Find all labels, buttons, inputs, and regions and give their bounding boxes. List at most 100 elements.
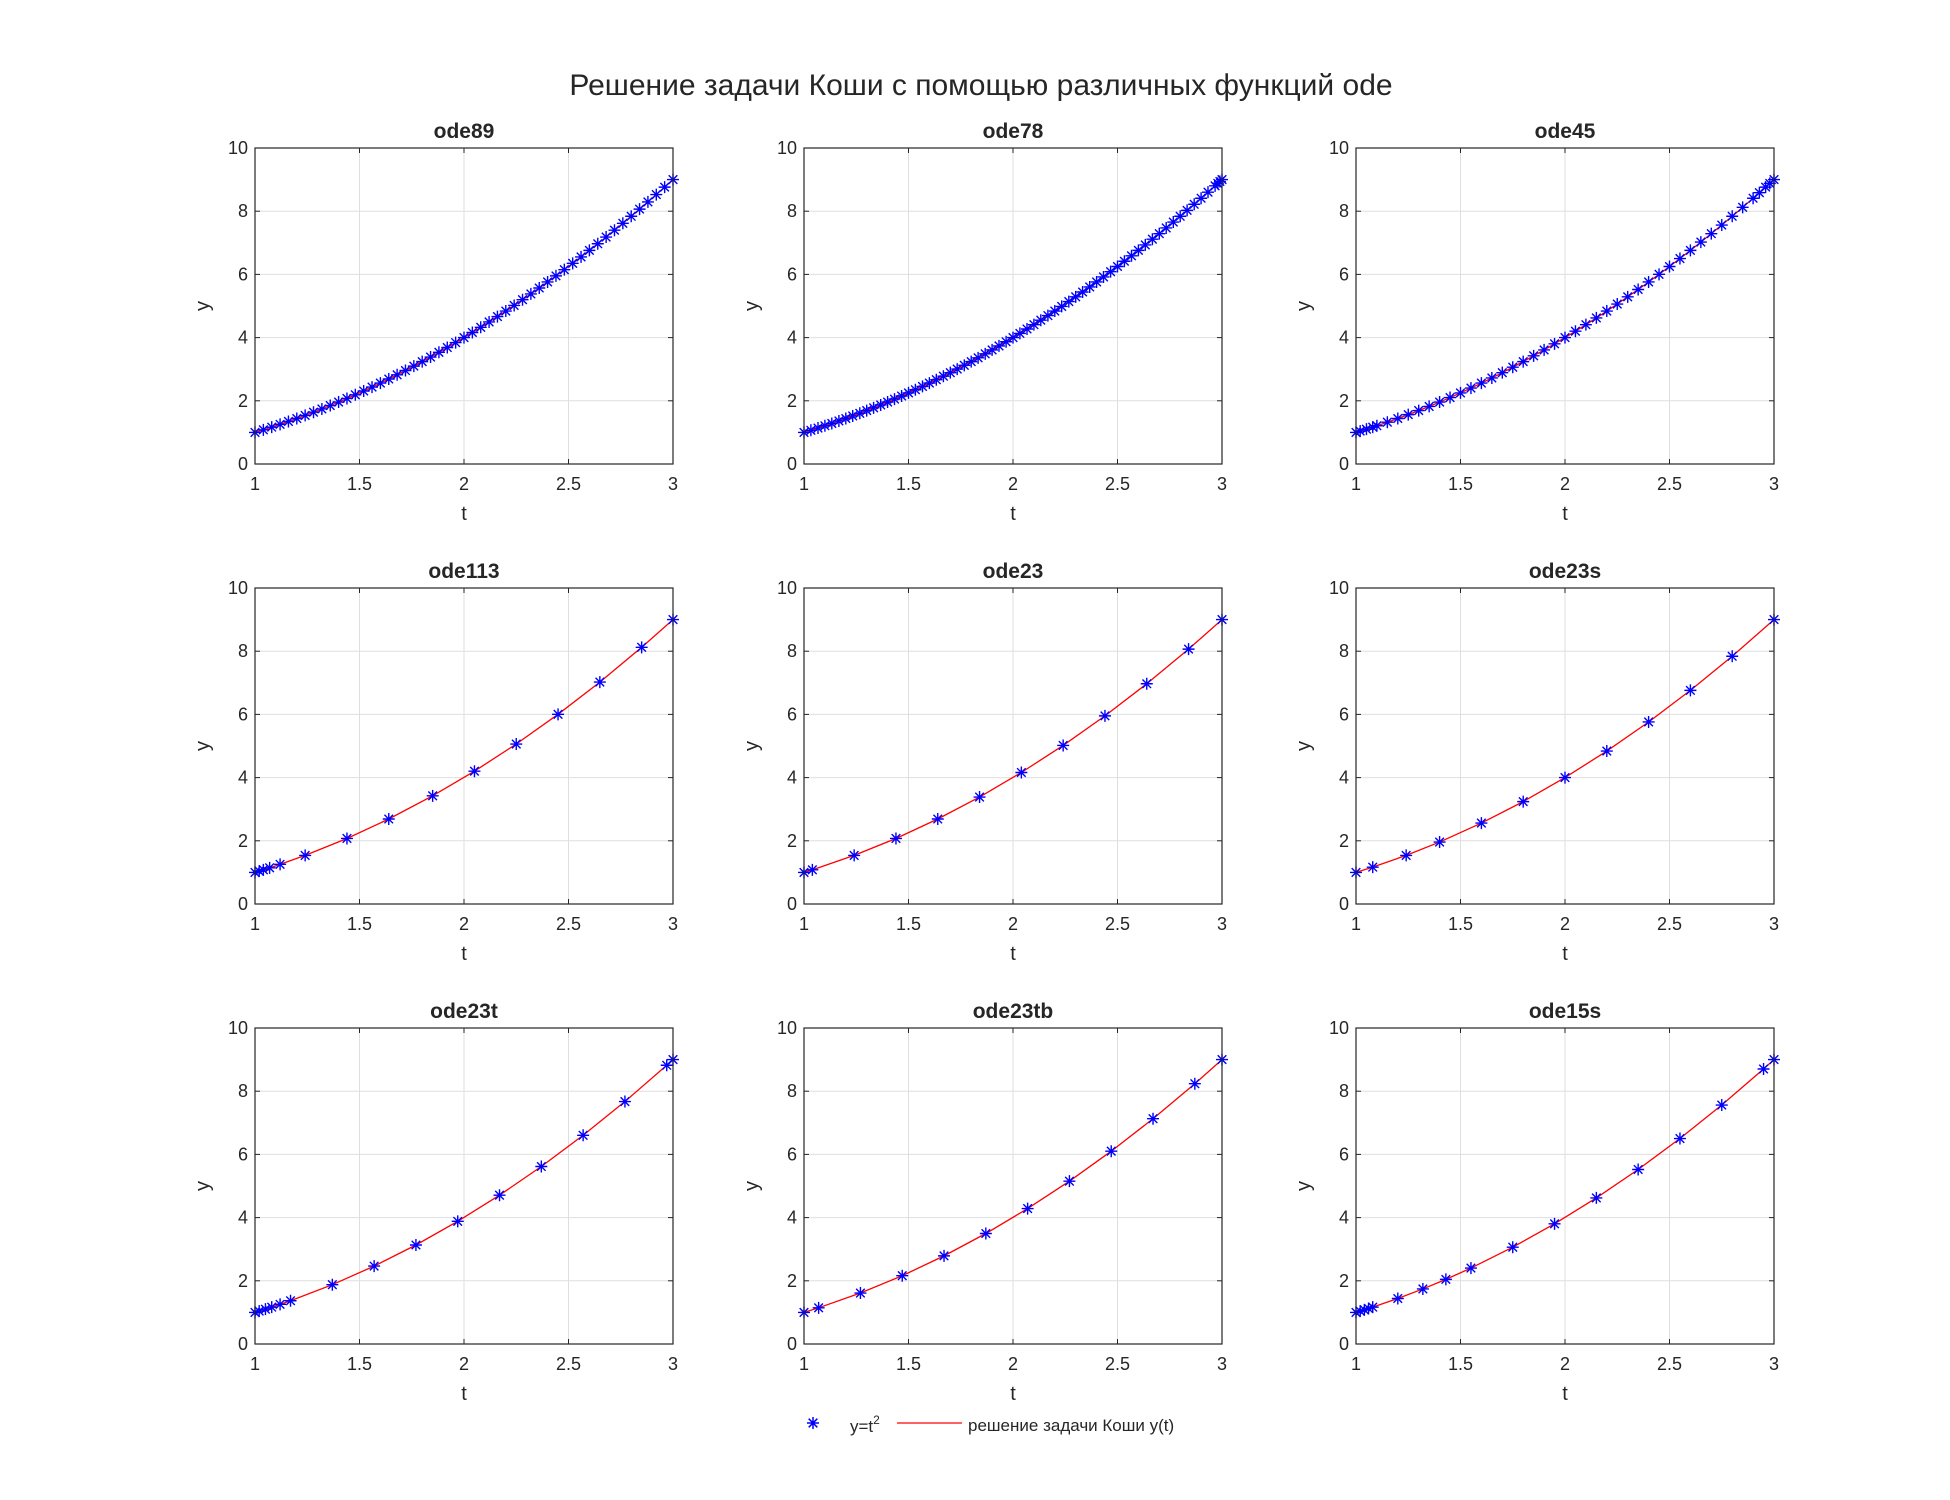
plot-ode23s-y-tick-label: 2 xyxy=(1339,831,1349,851)
plot-ode15s-data-point xyxy=(1391,1292,1404,1305)
plot-ode45-data-point xyxy=(1705,227,1718,240)
plot-ode78-data-point xyxy=(804,424,817,437)
plot-ode23-xlabel: t xyxy=(1010,943,1016,965)
plot-ode15s-xlabel: t xyxy=(1562,1383,1568,1405)
plot-ode78-title: ode78 xyxy=(983,120,1044,143)
plot-ode23t-data-point xyxy=(451,1215,464,1228)
plot-ode23t-data-point xyxy=(265,1301,278,1314)
figure-title: Решение задачи Коши с помощью различных … xyxy=(569,69,1392,102)
plot-ode78-data-point xyxy=(853,407,866,420)
plot-ode78-data-point xyxy=(1160,221,1173,234)
plot-ode45-data-point xyxy=(1433,396,1446,409)
plot-ode15s-data-point xyxy=(1757,1063,1770,1075)
plot-ode113-x-tick-label: 2.5 xyxy=(556,914,581,934)
plot-ode23-data-point xyxy=(1140,677,1153,690)
plot-ode23tb: 1 1.5 2 2.5 3 0 2 4 6 8 10 ode23tb t y xyxy=(741,1000,1228,1405)
legend-markers-label-sup: 2 xyxy=(873,1413,880,1427)
plot-ode113-y-tick-label: 6 xyxy=(238,704,248,724)
plot-ode23tb-title: ode23tb xyxy=(973,1000,1054,1023)
plot-ode23t-y-tick-label: 0 xyxy=(238,1334,248,1354)
plot-ode15s-ylabel: y xyxy=(1293,1181,1315,1191)
plot-ode23-data-point xyxy=(848,849,861,862)
plot-ode23-y-tick-label: 2 xyxy=(787,831,797,851)
plot-ode23tb-y-tick-label: 4 xyxy=(787,1208,797,1228)
plot-ode89-title: ode89 xyxy=(434,120,495,143)
plot-ode23s-title: ode23s xyxy=(1529,560,1601,583)
plot-ode45-data-point xyxy=(1663,260,1676,273)
plot-ode23tb-xlabel: t xyxy=(1010,1383,1016,1405)
plot-ode78-x-tick-label: 3 xyxy=(1217,474,1227,494)
plot-ode78-data-point xyxy=(972,351,985,364)
plot-ode78-data-point xyxy=(1181,204,1194,217)
plot-ode23tb-solution-line xyxy=(803,1059,1223,1314)
plot-ode78-data-point xyxy=(1118,255,1131,268)
plot-ode15s-data-point xyxy=(1416,1282,1429,1295)
plot-ode23t-y-tick-label: 6 xyxy=(238,1144,248,1164)
plot-ode89-data-point xyxy=(591,237,604,250)
plot-ode89-data-point xyxy=(474,321,487,334)
legend-marker-sample xyxy=(807,1417,819,1429)
plot-ode23tb-data-point xyxy=(854,1287,867,1300)
plot-ode15s-y-tick-label: 2 xyxy=(1339,1271,1349,1291)
plot-ode78-data-point xyxy=(951,363,964,376)
plot-ode23-y-tick-label: 4 xyxy=(787,768,797,788)
plot-ode45-data-point xyxy=(1632,283,1645,296)
plot-ode23s-x-tick-label: 1 xyxy=(1351,914,1361,934)
plot-ode78-data-point xyxy=(1153,227,1166,240)
plot-ode89-ylabel: y xyxy=(192,301,214,311)
plot-ode23-x-tick-label: 1 xyxy=(799,914,809,934)
plot-ode78-x-tick-label: 2.5 xyxy=(1105,474,1130,494)
plot-ode78-data-point xyxy=(986,343,999,356)
plot-ode23-x-tick-label: 1.5 xyxy=(896,914,921,934)
plot-ode78-data-point xyxy=(1007,331,1019,344)
plot-ode78-x-tick-label: 1 xyxy=(799,474,809,494)
plot-ode45-data-point xyxy=(1559,331,1571,344)
plot-ode113: 1 1.5 2 2.5 3 0 2 4 6 8 10 ode113 t y xyxy=(192,560,679,965)
plot-ode89-x-tick-label: 2 xyxy=(459,474,469,494)
plot-ode23t-xlabel: t xyxy=(461,1383,467,1405)
plot-ode45: 1 1.5 2 2.5 3 0 2 4 6 8 10 ode45 t y xyxy=(1293,120,1780,525)
plot-ode45-x-tick-label: 2 xyxy=(1560,474,1570,494)
plot-ode45-data-point xyxy=(1370,419,1383,432)
plot-ode23s-xlabel: t xyxy=(1562,943,1568,965)
plot-ode89-data-point xyxy=(357,384,370,397)
plot-ode23s-data-point xyxy=(1366,861,1379,874)
plot-ode23: 1 1.5 2 2.5 3 0 2 4 6 8 10 ode23 t y xyxy=(741,560,1228,965)
plot-ode89-data-point xyxy=(349,388,362,401)
plot-ode89-data-point xyxy=(424,351,437,364)
plot-ode89-data-point xyxy=(633,203,646,216)
plot-ode15s-x-tick-label: 2.5 xyxy=(1657,1354,1682,1374)
plot-ode23s-data-point xyxy=(1400,849,1413,862)
plot-ode89-data-point xyxy=(641,195,654,208)
plot-ode45-data-point xyxy=(1517,355,1530,368)
plot-ode78-y-tick-label: 0 xyxy=(787,454,797,474)
plot-ode78-data-point xyxy=(1083,280,1096,293)
plot-ode45-data-point xyxy=(1366,421,1379,434)
plot-ode23tb-data-point xyxy=(1147,1112,1160,1125)
plot-ode78-data-point xyxy=(895,389,908,402)
plot-ode23t-data-point xyxy=(284,1294,297,1307)
plot-ode15s-data-point xyxy=(1362,1302,1375,1315)
plot-ode23s-ylabel: y xyxy=(1293,741,1315,751)
plot-ode23tb-ylabel: y xyxy=(741,1181,763,1191)
plot-ode23t-x-tick-label: 2 xyxy=(459,1354,469,1374)
plot-ode45-data-point xyxy=(1360,423,1373,436)
plot-ode23s-y-tick-label: 4 xyxy=(1339,768,1349,788)
plot-ode23t-x-tick-label: 1.5 xyxy=(347,1354,372,1374)
plot-ode15s-x-tick-label: 1 xyxy=(1351,1354,1361,1374)
plot-ode23-data-point xyxy=(931,813,944,826)
plot-ode45-data-point xyxy=(1527,349,1540,362)
legend: y=t2 решение задачи Коши y(t) xyxy=(795,1408,1207,1442)
plot-ode78-data-point xyxy=(1013,327,1026,340)
plot-ode89-data-point xyxy=(491,310,504,323)
plot-ode23tb-x-tick-label: 2 xyxy=(1008,1354,1018,1374)
plot-ode15s-data-point xyxy=(1439,1273,1452,1286)
plot-ode78-data-point xyxy=(1125,249,1138,262)
plot-ode78-y-tick-label: 10 xyxy=(777,138,797,158)
plot-ode15s-data-point xyxy=(1358,1303,1371,1316)
plot-ode23-y-tick-label: 6 xyxy=(787,704,797,724)
plot-ode113-title: ode113 xyxy=(428,560,499,583)
plot-ode89-x-tick-label: 2.5 xyxy=(556,474,581,494)
plot-ode23s-x-tick-label: 2.5 xyxy=(1657,914,1682,934)
